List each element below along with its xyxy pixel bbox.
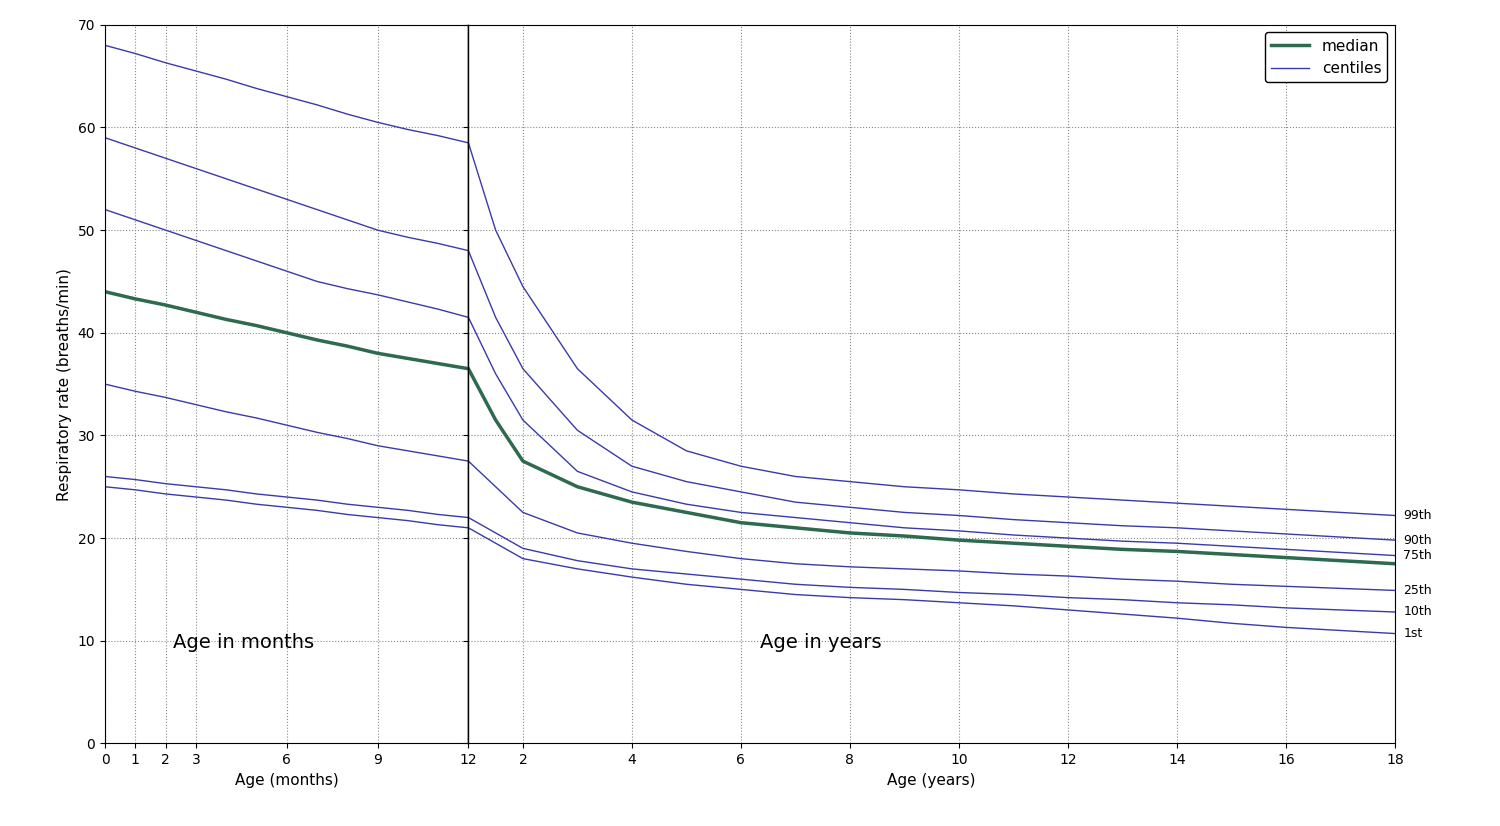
Text: 90th: 90th [1402, 534, 1432, 547]
Y-axis label: Respiratory rate (breaths/min): Respiratory rate (breaths/min) [57, 268, 72, 501]
Text: 10th: 10th [1402, 605, 1432, 619]
X-axis label: Age (years): Age (years) [888, 772, 977, 788]
Text: 25th: 25th [1402, 584, 1432, 597]
Legend: median, centiles: median, centiles [1264, 32, 1388, 83]
Text: 99th: 99th [1402, 509, 1431, 522]
X-axis label: Age (months): Age (months) [236, 772, 339, 788]
Text: Age in years: Age in years [759, 634, 882, 653]
Text: 1st: 1st [1402, 627, 1422, 640]
Text: Age in months: Age in months [172, 634, 314, 653]
Text: 75th: 75th [1402, 549, 1432, 562]
